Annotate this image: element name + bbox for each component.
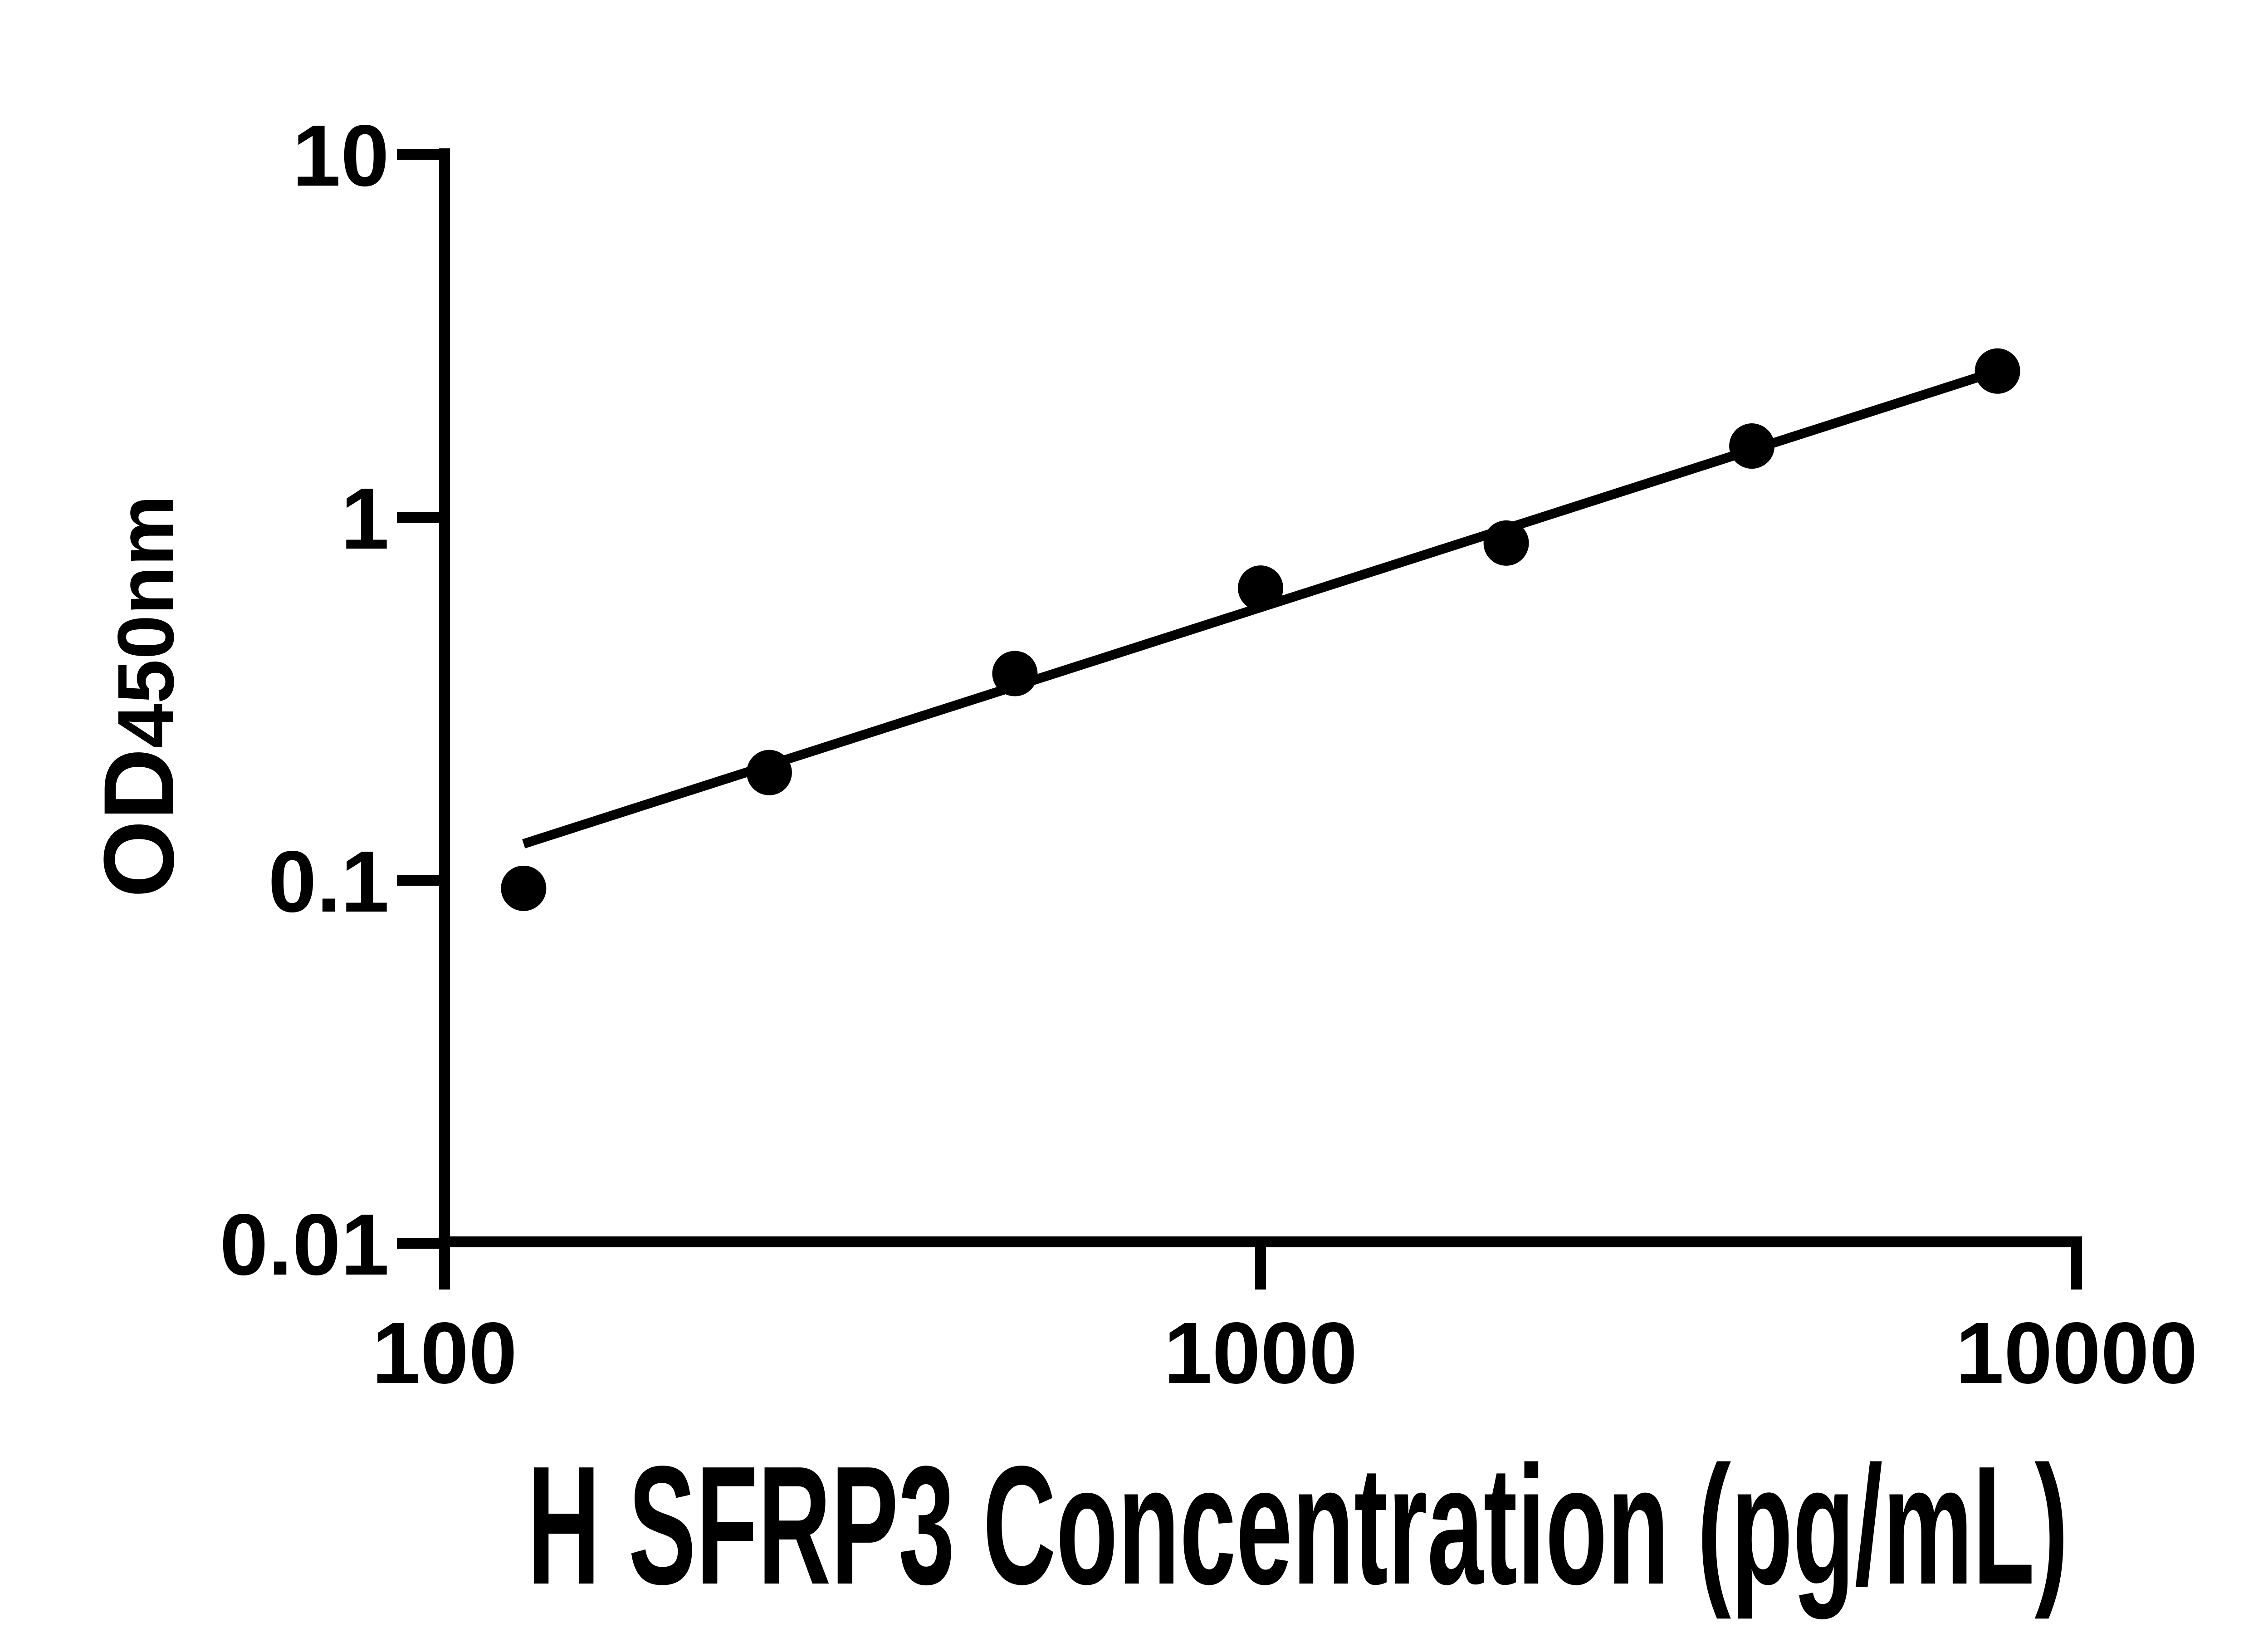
data-point xyxy=(501,865,547,911)
x-tick-label: 10000 xyxy=(1955,1304,2198,1402)
x-tick-label: 1000 xyxy=(1163,1304,1357,1402)
y-tick-label: 0.1 xyxy=(268,833,389,930)
y-tick-label: 1 xyxy=(341,470,389,567)
data-point xyxy=(1729,423,1775,469)
y-axis-title-main: OD xyxy=(83,748,195,898)
data-point xyxy=(746,750,792,795)
y-tick-label: 10 xyxy=(292,107,389,204)
data-point xyxy=(1483,520,1529,566)
data-point xyxy=(1238,565,1283,611)
data-point xyxy=(1975,348,2020,394)
x-axis-title: H SFRP3 Concentration (pg/mL) xyxy=(527,1431,2068,1619)
x-tick-label: 100 xyxy=(372,1304,517,1402)
y-axis-title-subscript: 450nm xyxy=(102,495,191,748)
y-tick-label: 0.01 xyxy=(220,1196,389,1293)
data-point xyxy=(992,651,1038,696)
y-axis-title: OD450nm xyxy=(83,495,195,898)
